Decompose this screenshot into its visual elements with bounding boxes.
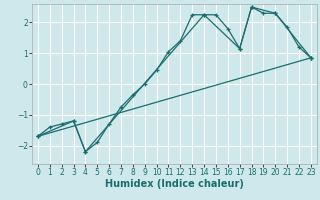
X-axis label: Humidex (Indice chaleur): Humidex (Indice chaleur): [105, 179, 244, 189]
